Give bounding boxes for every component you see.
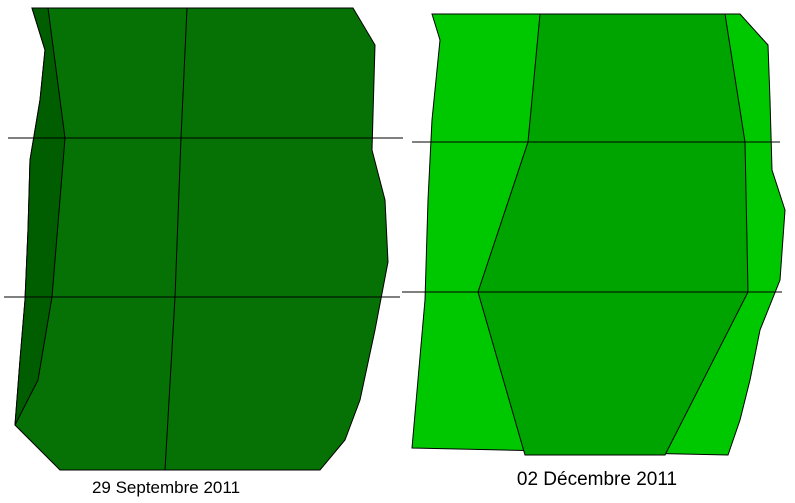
left-panel: 29 Septembre 2011 (4, 7, 403, 497)
caption: 29 Septembre 2011 (92, 478, 240, 497)
parcel-outline (14, 7, 389, 471)
parcel-core (477, 13, 749, 456)
parcel-boundary (164, 7, 188, 471)
caption: 02 Décembre 2011 (517, 469, 677, 490)
right-panel: 02 Décembre 2011 (402, 13, 786, 490)
